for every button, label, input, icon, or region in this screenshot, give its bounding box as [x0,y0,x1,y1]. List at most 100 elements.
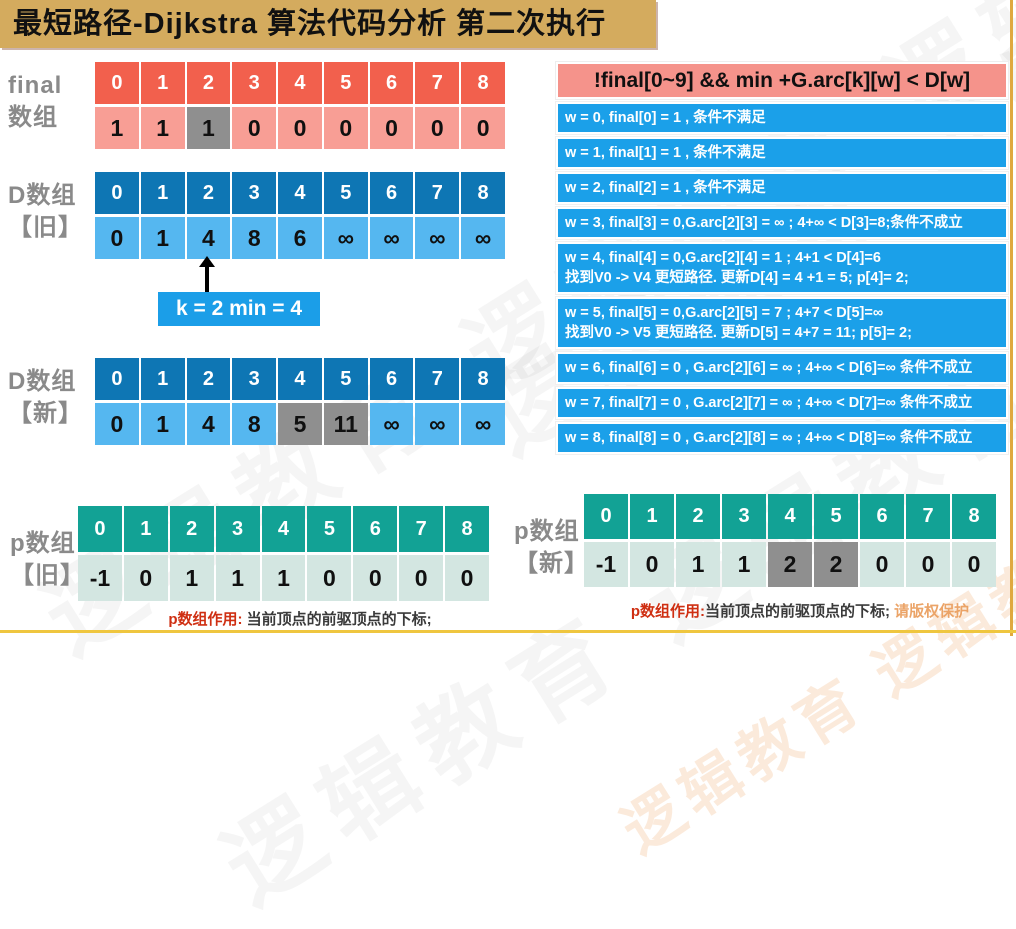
array-cell: 3 [232,358,277,400]
array-cell: 5 [323,172,368,214]
d-old-array-table: 0 1 2 3 4 5 6 7 8 0 1 4 8 6 ∞ ∞ ∞ ∞ [95,172,505,259]
array-cell: ∞ [369,217,414,259]
p-old-caption-prefix: p数组作用: [168,611,243,628]
array-cell: 1 [261,555,306,601]
array-cell: 1 [140,403,185,445]
array-cell: 4 [278,62,322,104]
array-cell: 0 [307,555,352,601]
array-cell: 7 [399,506,444,552]
array-cell: 0 [353,555,398,601]
p-old-array-table: 0 1 2 3 4 5 6 7 8 -1 0 1 1 1 0 0 0 0 [78,506,489,601]
array-cell: 4 [768,494,812,539]
array-cell: 0 [445,555,489,601]
array-cell: 2 [186,172,231,214]
d-new-label-line1: D数组 [8,368,77,395]
array-cell: 2 [169,506,214,552]
array-cell: 0 [369,107,414,149]
array-cell: 0 [123,555,168,601]
p-new-label-line2: 【新】 [514,550,589,578]
condition-row: w = 8, final[8] = 0 , G.arc[2][8] = ∞ ; … [556,422,1008,454]
array-cell: 8 [461,62,505,104]
array-cell: 3 [232,62,277,104]
array-cell: 0 [95,172,139,214]
array-cell: 0 [95,62,139,104]
array-cell: 6 [860,494,904,539]
array-cell: 3 [215,506,260,552]
array-cell: 2 [814,542,858,587]
array-cell: 1 [140,358,185,400]
array-cell: 0 [95,403,139,445]
array-row: -1 0 1 1 1 0 0 0 0 [78,555,489,601]
condition-formula-header: !final[0~9] && min +G.arc[k][w] < D[w] [556,62,1008,99]
condition-row-line: w = 7, final[7] = 0 , G.arc[2][7] = ∞ ; … [565,395,973,411]
array-cell: 0 [415,107,460,149]
p-new-caption-text: 当前顶点的前驱顶点的下标; [705,603,890,620]
condition-row: w = 7, final[7] = 0 , G.arc[2][7] = ∞ ; … [556,387,1008,419]
final-array-label: final 数组 [8,70,62,135]
array-cell: 2 [186,62,231,104]
array-row: -1 0 1 1 2 2 0 0 0 [584,542,996,587]
copyright-note: 请版权保护 [890,603,970,620]
condition-row-line: w = 1, final[1] = 1 , 条件不满足 [565,145,766,161]
p-old-caption: p数组作用: 当前顶点的前驱顶点的下标; [95,608,505,629]
array-cell: 3 [232,172,277,214]
array-cell: ∞ [461,217,505,259]
array-cell: 1 [186,107,231,149]
array-cell: 7 [415,358,460,400]
array-cell: 6 [353,506,398,552]
p-new-label-line1: p数组 [514,518,580,545]
array-cell: 1 [123,506,168,552]
final-array-label-line1: final [8,72,63,99]
condition-row: w = 1, final[1] = 1 , 条件不满足 [556,137,1008,169]
condition-row: w = 5, final[5] = 0,G.arc[2][5] = 7 ; 4+… [556,297,1008,349]
array-cell: 4 [278,172,322,214]
array-cell: ∞ [369,403,414,445]
array-cell: 5 [323,62,368,104]
array-cell: 1 [140,217,185,259]
array-row: 0 1 4 8 6 ∞ ∞ ∞ ∞ [95,217,505,259]
array-cell: 2 [676,494,720,539]
array-cell: 6 [369,358,414,400]
array-cell: 1 [722,542,766,587]
array-cell: 2 [768,542,812,587]
condition-row: w = 0, final[0] = 1 , 条件不满足 [556,102,1008,134]
condition-row-line: w = 2, final[2] = 1 , 条件不满足 [565,180,766,196]
p-old-caption-text: 当前顶点的前驱顶点的下标; [242,611,432,628]
array-cell: 8 [952,494,996,539]
array-cell: 1 [215,555,260,601]
array-cell: 0 [399,555,444,601]
array-cell: 2 [186,358,231,400]
condition-row-line: w = 4, final[4] = 0,G.arc[2][4] = 1 ; 4+… [565,250,881,266]
array-cell: 4 [261,506,306,552]
array-cell: ∞ [461,403,505,445]
array-cell: 3 [722,494,766,539]
condition-row: w = 2, final[2] = 1 , 条件不满足 [556,172,1008,204]
final-array-label-line2: 数组 [8,104,58,132]
array-cell: 0 [278,107,322,149]
condition-row: w = 4, final[4] = 0,G.arc[2][4] = 1 ; 4+… [556,242,1008,294]
array-cell: 0 [95,358,139,400]
array-cell: 8 [461,172,505,214]
array-cell: 0 [584,494,628,539]
array-cell: 0 [952,542,996,587]
d-old-label-line1: D数组 [8,182,77,209]
condition-row-line: w = 0, final[0] = 1 , 条件不满足 [565,110,766,126]
k-min-badge: k = 2 min = 4 [158,292,320,326]
array-cell: 7 [906,494,950,539]
array-cell: ∞ [323,217,368,259]
array-cell: 5 [278,403,322,445]
up-arrow-icon [199,256,215,294]
array-cell: 5 [323,358,368,400]
p-new-caption-prefix: p数组作用: [630,603,705,620]
array-cell: 6 [369,172,414,214]
p-new-array-label: p数组 【新】 [514,516,589,581]
array-cell: 11 [323,403,368,445]
array-row: 0 1 4 8 5 11 ∞ ∞ ∞ [95,403,505,445]
array-cell: 0 [323,107,368,149]
array-cell: 8 [445,506,489,552]
array-cell: 5 [814,494,858,539]
array-cell: 0 [906,542,950,587]
